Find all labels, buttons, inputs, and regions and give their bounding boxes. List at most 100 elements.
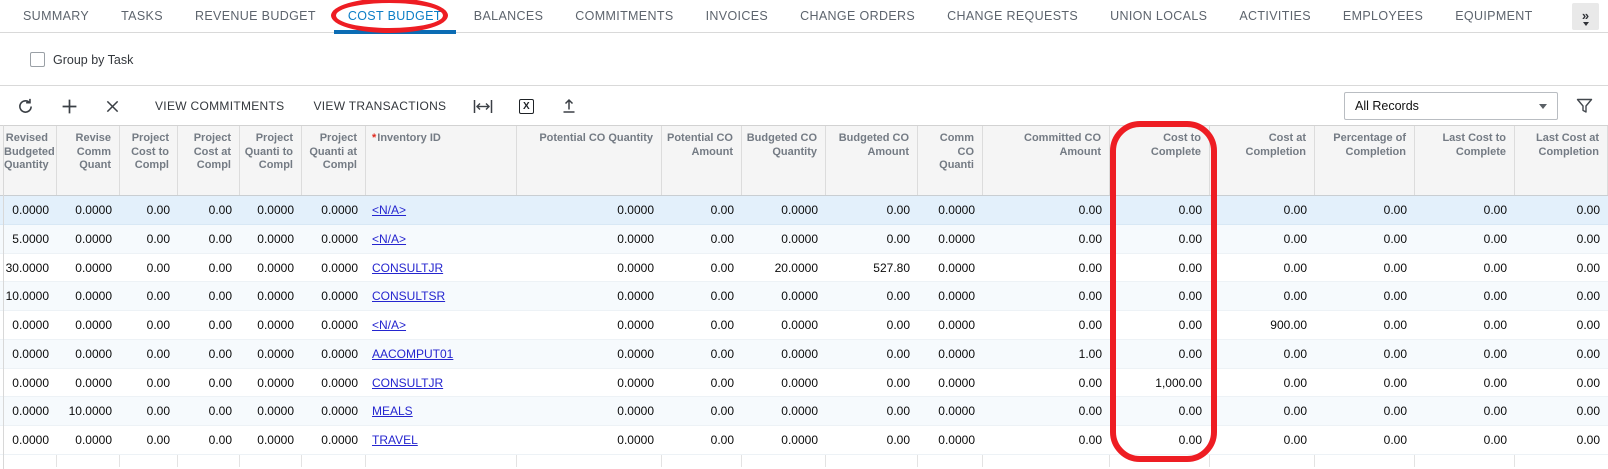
cell-revise-comm-quant[interactable]: 0.0000 bbox=[75, 289, 112, 304]
cell-last-cost-at-completion[interactable]: 0.00 bbox=[1576, 404, 1600, 419]
group-by-task-checkbox[interactable] bbox=[30, 52, 45, 67]
cell-committed-co-amount[interactable]: 0.00 bbox=[1078, 318, 1102, 333]
cell-last-cost-to-complete[interactable]: 0.00 bbox=[1483, 203, 1507, 217]
cell-revised-budgeted-quantity[interactable]: 5.0000 bbox=[12, 231, 49, 246]
cell-project-cost-at-compl[interactable]: 0.00 bbox=[208, 318, 232, 333]
tab-balances[interactable]: BALANCES bbox=[473, 8, 544, 23]
cell-potential-co-quantity[interactable]: 0.0000 bbox=[617, 346, 654, 361]
column-header-last-cost-to-complete[interactable]: Last Cost to Complete bbox=[1415, 126, 1515, 195]
cell-budgeted-co-quantity[interactable]: 0.0000 bbox=[781, 203, 818, 217]
table-row[interactable]: 30.0000 0.0000 0.00 0.00 0.0000 0.0000 CONSULT… bbox=[0, 253, 1608, 283]
cell-project-quanti-to-compl[interactable]: 0.0000 bbox=[257, 404, 294, 419]
cell-project-cost-to-compl[interactable]: 0.00 bbox=[146, 433, 170, 448]
cell-project-quanti-at-compl[interactable]: 0.0000 bbox=[321, 289, 358, 304]
cell-comm-co-quanti[interactable]: 0.0000 bbox=[938, 231, 975, 246]
cell-last-cost-to-complete[interactable]: 0.00 bbox=[1483, 318, 1507, 333]
column-header-inventory-id[interactable]: *Inventory ID bbox=[366, 126, 517, 195]
cell-committed-co-amount[interactable]: 0.00 bbox=[1078, 203, 1102, 217]
cell-revised-budgeted-quantity[interactable]: 0.0000 bbox=[12, 318, 49, 333]
cell-revised-budgeted-quantity[interactable]: 0.0000 bbox=[12, 346, 49, 361]
cell-project-quanti-at-compl[interactable]: 0.0000 bbox=[321, 318, 358, 333]
tab-summary[interactable]: SUMMARY bbox=[23, 8, 90, 23]
cell-project-cost-to-compl[interactable]: 0.00 bbox=[146, 231, 170, 246]
inventory-id-link[interactable]: CONSULTJR bbox=[372, 260, 444, 275]
cell-revise-comm-quant[interactable]: 0.0000 bbox=[75, 260, 112, 275]
add-row-button[interactable] bbox=[57, 94, 81, 118]
cell-comm-co-quanti[interactable]: 0.0000 bbox=[938, 318, 975, 333]
cell-inventory-id[interactable]: <N/A> bbox=[366, 225, 517, 253]
cell-percentage-of-completion[interactable]: 0.00 bbox=[1383, 318, 1407, 333]
cell-cost-to-complete[interactable]: 0.00 bbox=[1178, 346, 1202, 361]
inventory-id-link[interactable]: <N/A> bbox=[372, 318, 407, 333]
cell-committed-co-amount[interactable]: 1.00 bbox=[1078, 346, 1102, 361]
cell-revise-comm-quant[interactable]: 10.0000 bbox=[68, 404, 112, 419]
tab-cost-budget[interactable]: COST BUDGET bbox=[332, 0, 458, 34]
cell-cost-at-completion[interactable]: 0.00 bbox=[1283, 260, 1307, 275]
column-header-project-quanti-to-compl[interactable]: Project Quanti to Compl bbox=[240, 126, 302, 195]
cell-potential-co-quantity[interactable]: 0.0000 bbox=[617, 375, 654, 390]
column-header-percentage-of-completion[interactable]: Percentage of Completion bbox=[1315, 126, 1415, 195]
cell-cost-to-complete[interactable]: 1,000.00 bbox=[1155, 375, 1202, 390]
cell-committed-co-amount[interactable]: 0.00 bbox=[1078, 260, 1102, 275]
cell-percentage-of-completion[interactable]: 0.00 bbox=[1383, 404, 1407, 419]
cell-last-cost-at-completion[interactable]: 0.00 bbox=[1576, 375, 1600, 390]
cell-revise-comm-quant[interactable]: 0.0000 bbox=[75, 375, 112, 390]
column-header-revise-comm-quant[interactable]: Revise Comm Quant bbox=[57, 126, 120, 195]
cell-budgeted-co-amount[interactable]: 0.00 bbox=[886, 404, 910, 419]
cell-cost-at-completion[interactable]: 0.00 bbox=[1283, 289, 1307, 304]
cell-cost-to-complete[interactable]: 0.00 bbox=[1178, 318, 1202, 333]
cell-cost-at-completion[interactable]: 0.00 bbox=[1283, 203, 1307, 217]
cell-percentage-of-completion[interactable]: 0.00 bbox=[1383, 260, 1407, 275]
cell-revise-comm-quant[interactable]: 0.0000 bbox=[75, 203, 112, 217]
cell-comm-co-quanti[interactable]: 0.0000 bbox=[938, 203, 975, 217]
cell-revised-budgeted-quantity[interactable]: 0.0000 bbox=[12, 203, 49, 217]
cell-project-cost-at-compl[interactable]: 0.00 bbox=[208, 203, 232, 217]
table-row[interactable]: 0.0000 0.0000 0.00 0.00 0.0000 0.0000 <N/A> 0.0… bbox=[0, 196, 1608, 225]
cell-potential-co-amount[interactable]: 0.00 bbox=[710, 433, 734, 448]
cell-inventory-id[interactable]: <N/A> bbox=[366, 196, 517, 224]
cell-project-quanti-to-compl[interactable]: 0.0000 bbox=[257, 433, 294, 448]
column-header-last-cost-at-completion[interactable]: Last Cost at Completion bbox=[1515, 126, 1608, 195]
tab-activities[interactable]: ACTIVITIES bbox=[1239, 8, 1311, 23]
cell-project-cost-at-compl[interactable]: 0.00 bbox=[208, 404, 232, 419]
cell-revised-budgeted-quantity[interactable]: 0.0000 bbox=[12, 433, 49, 448]
tab-tasks[interactable]: TASKS bbox=[121, 8, 163, 23]
cell-budgeted-co-amount[interactable]: 0.00 bbox=[886, 433, 910, 448]
cell-budgeted-co-amount[interactable]: 0.00 bbox=[886, 203, 910, 217]
cell-project-quanti-to-compl[interactable]: 0.0000 bbox=[257, 260, 294, 275]
table-row[interactable]: 0.0000 0.0000 0.00 0.00 0.0000 0.0000 <N/A> 0.0… bbox=[0, 311, 1608, 340]
tab-union-locals[interactable]: UNION LOCALS bbox=[1110, 8, 1208, 23]
cell-cost-to-complete[interactable]: 0.00 bbox=[1178, 404, 1202, 419]
tab-invoices[interactable]: INVOICES bbox=[705, 8, 769, 23]
export-button[interactable] bbox=[557, 94, 581, 118]
cell-budgeted-co-quantity[interactable]: 0.0000 bbox=[781, 346, 818, 361]
cell-project-quanti-to-compl[interactable]: 0.0000 bbox=[257, 375, 294, 390]
cell-inventory-id[interactable]: AACOMPUT01 bbox=[366, 340, 517, 368]
cell-cost-at-completion[interactable]: 0.00 bbox=[1283, 404, 1307, 419]
cell-last-cost-at-completion[interactable]: 0.00 bbox=[1576, 318, 1600, 333]
cell-inventory-id[interactable]: CONSULTJR bbox=[366, 369, 517, 397]
cell-percentage-of-completion[interactable]: 0.00 bbox=[1383, 375, 1407, 390]
inventory-id-link[interactable]: CONSULTSR bbox=[372, 289, 446, 304]
cell-potential-co-amount[interactable]: 0.00 bbox=[710, 404, 734, 419]
table-row[interactable]: 0.0000 0.0000 0.00 0.00 0.0000 0.0000 TRAVEL 0.… bbox=[0, 426, 1608, 455]
cell-project-quanti-at-compl[interactable]: 0.0000 bbox=[321, 433, 358, 448]
inventory-id-link[interactable]: AACOMPUT01 bbox=[372, 346, 454, 361]
cell-cost-to-complete[interactable]: 0.00 bbox=[1178, 433, 1202, 448]
cell-percentage-of-completion[interactable]: 0.00 bbox=[1383, 289, 1407, 304]
inventory-id-link[interactable]: <N/A> bbox=[372, 231, 407, 246]
cell-potential-co-quantity[interactable]: 0.0000 bbox=[617, 404, 654, 419]
cell-potential-co-amount[interactable]: 0.00 bbox=[710, 375, 734, 390]
cell-project-quanti-at-compl[interactable]: 0.0000 bbox=[321, 346, 358, 361]
cell-revise-comm-quant[interactable]: 0.0000 bbox=[75, 346, 112, 361]
cell-last-cost-to-complete[interactable]: 0.00 bbox=[1483, 260, 1507, 275]
cell-comm-co-quanti[interactable]: 0.0000 bbox=[938, 260, 975, 275]
cell-last-cost-at-completion[interactable]: 0.00 bbox=[1576, 260, 1600, 275]
cell-budgeted-co-amount[interactable]: 527.80 bbox=[873, 260, 910, 275]
cell-budgeted-co-quantity[interactable]: 0.0000 bbox=[781, 404, 818, 419]
cell-committed-co-amount[interactable]: 0.00 bbox=[1078, 289, 1102, 304]
view-transactions-button[interactable]: VIEW TRANSACTIONS bbox=[313, 99, 447, 113]
table-row[interactable]: 10.0000 0.0000 0.00 0.00 0.0000 0.0000 CONSULT… bbox=[0, 282, 1608, 312]
cell-project-cost-at-compl[interactable]: 0.00 bbox=[208, 375, 232, 390]
cell-last-cost-to-complete[interactable]: 0.00 bbox=[1483, 346, 1507, 361]
